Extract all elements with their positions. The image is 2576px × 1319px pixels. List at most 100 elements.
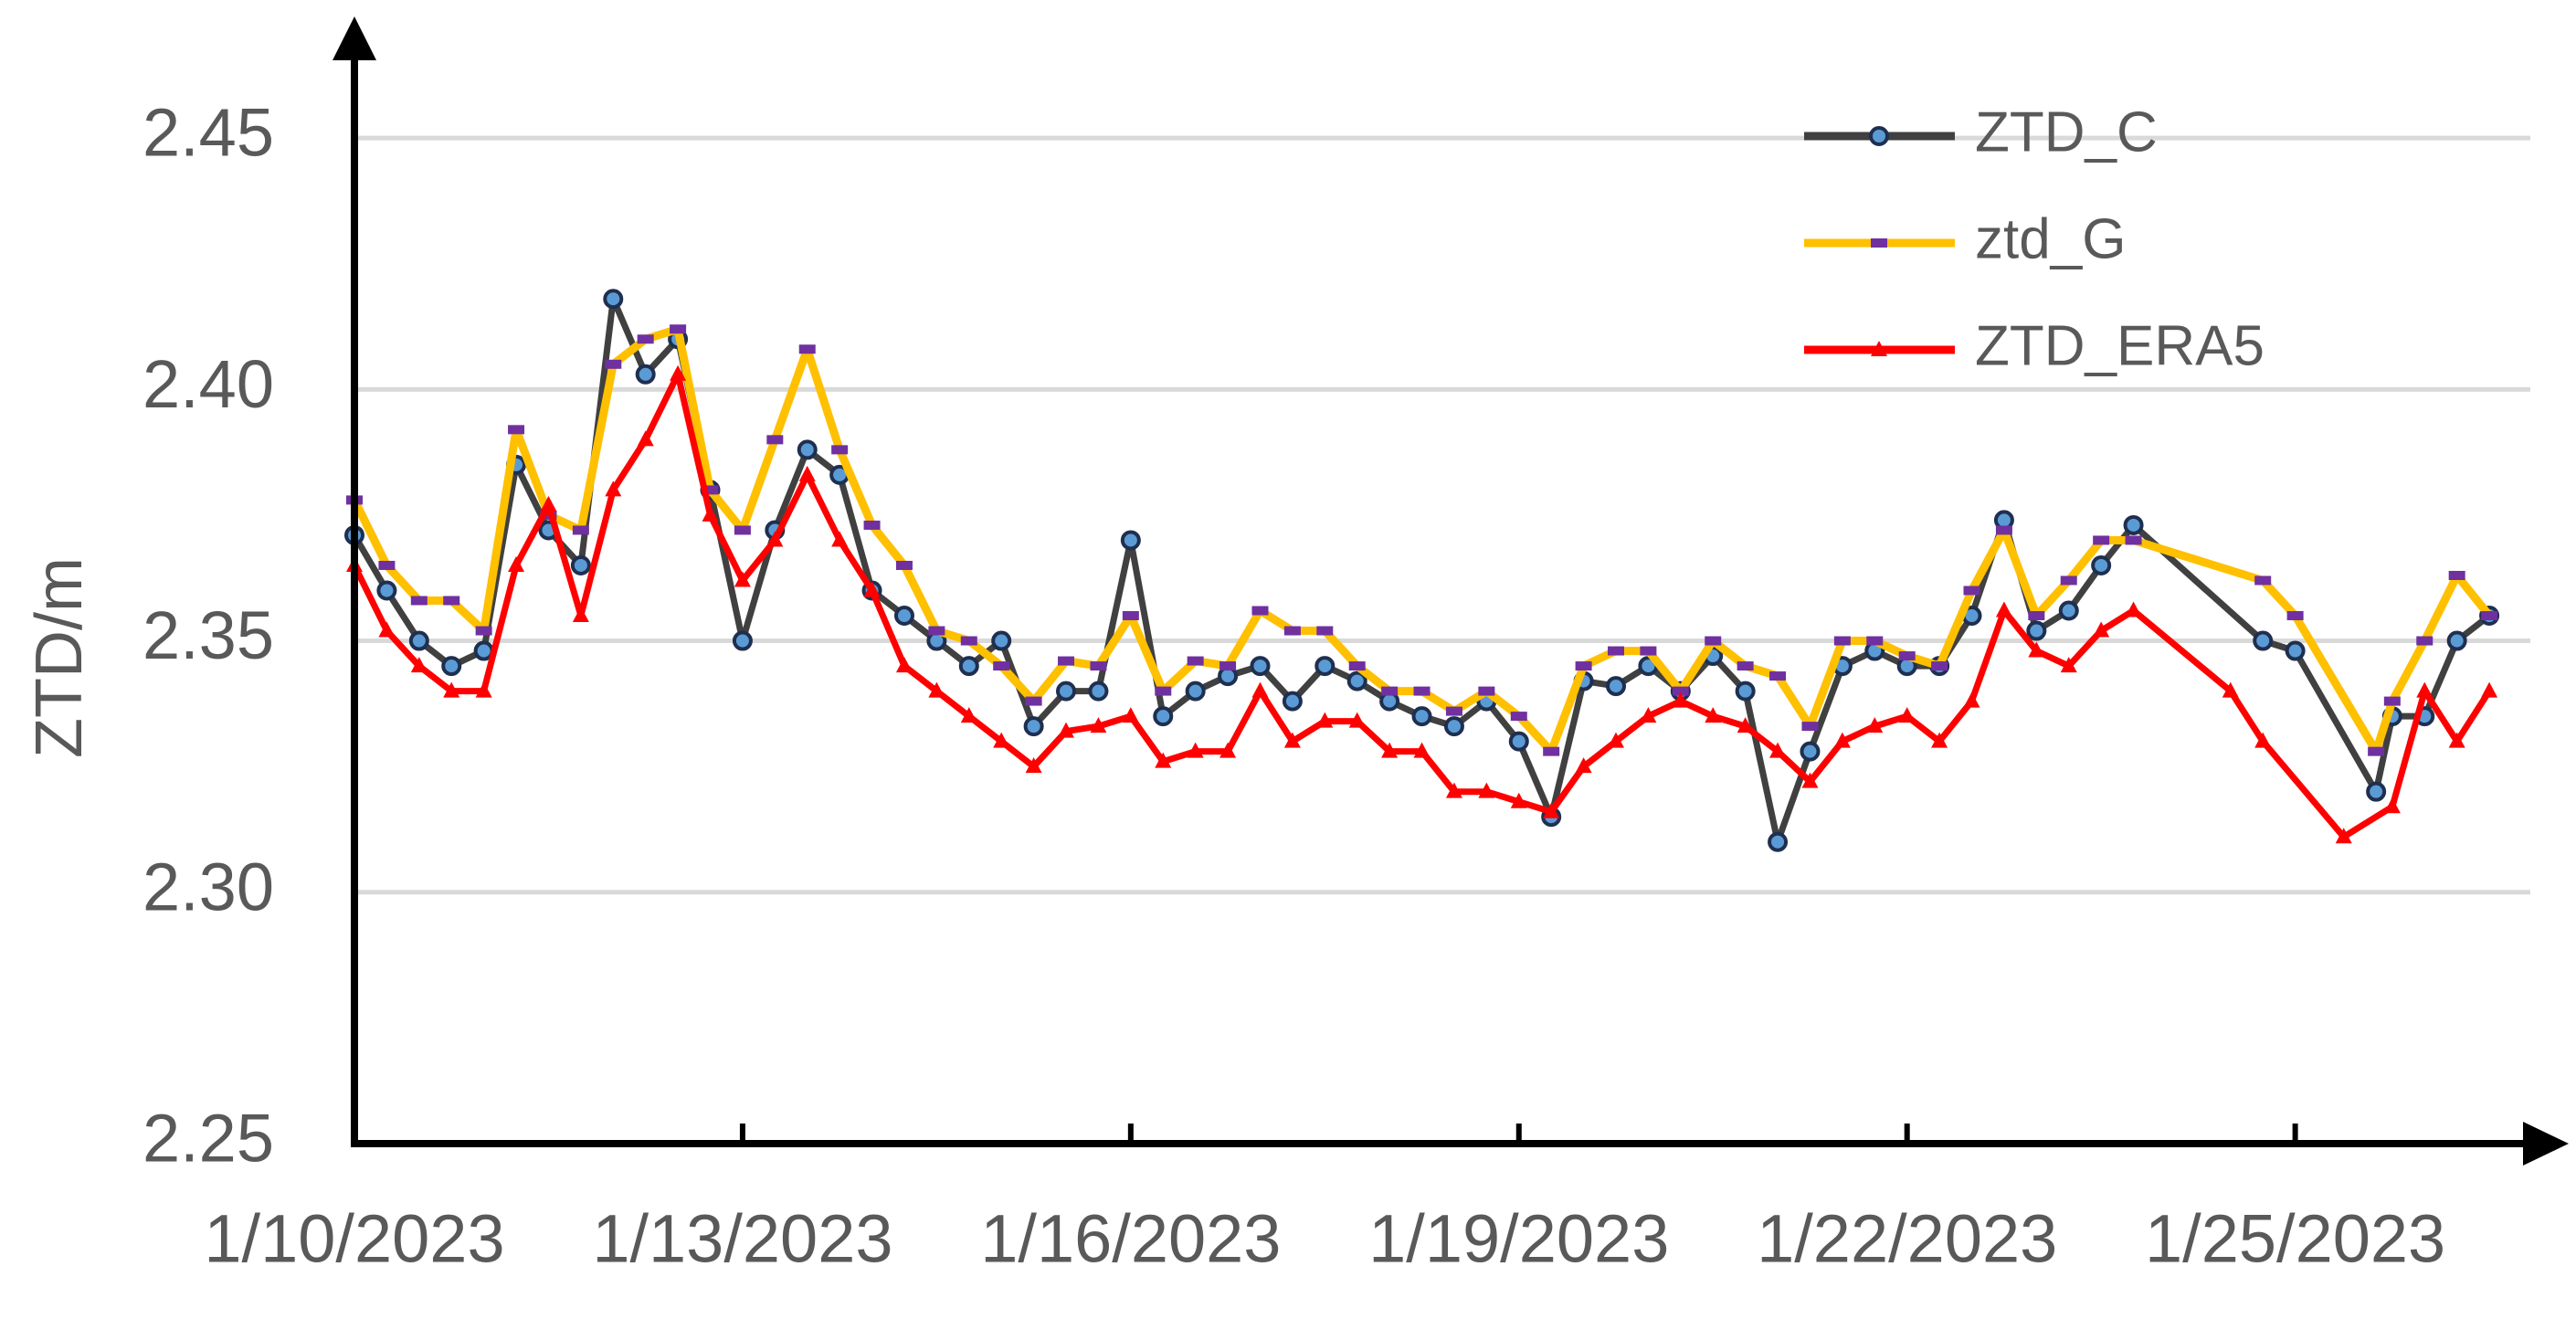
point: [734, 571, 751, 587]
axes: [333, 16, 2569, 1166]
point: [702, 505, 719, 522]
point: [1122, 611, 1139, 621]
point: [1090, 717, 1107, 733]
point: [2253, 630, 2274, 651]
point: [2481, 611, 2498, 621]
point: [1443, 716, 1464, 737]
point: [2254, 575, 2272, 586]
point: [670, 364, 687, 381]
point: [960, 707, 977, 723]
y-tick-label: 2.45: [143, 95, 274, 171]
point: [2093, 535, 2110, 545]
point: [376, 580, 397, 601]
legend-marker: [1869, 126, 1889, 146]
point: [605, 359, 622, 369]
point: [570, 554, 591, 575]
point: [702, 485, 719, 495]
point: [1187, 656, 1204, 666]
point: [410, 657, 428, 673]
point: [1316, 712, 1334, 728]
point: [508, 425, 525, 435]
y-tick-label: 2.30: [143, 849, 274, 924]
point: [1120, 530, 1141, 551]
legend-label: ZTD_C: [1975, 100, 2158, 164]
point: [1090, 661, 1107, 671]
point: [1185, 681, 1206, 702]
point: [2286, 611, 2304, 621]
point: [1510, 792, 1527, 808]
point: [1800, 741, 1821, 762]
point: [2060, 657, 2077, 673]
x-tick-label: 1/13/2023: [592, 1201, 892, 1277]
point: [2058, 600, 2079, 621]
point: [928, 681, 945, 698]
point: [863, 581, 881, 597]
point: [766, 531, 784, 547]
y-axis-arrow: [333, 16, 376, 60]
point: [1282, 691, 1303, 712]
point: [1314, 656, 1336, 677]
legend-label: ZTD_ERA5: [1975, 314, 2265, 377]
point: [831, 531, 849, 547]
point: [1735, 681, 1756, 702]
point: [1931, 732, 1948, 748]
point: [1801, 772, 1819, 788]
point: [798, 465, 816, 481]
point: [1219, 742, 1237, 758]
point: [2416, 681, 2433, 698]
point: [1866, 717, 1884, 733]
ticks: 2.25 2.30 2.35 2.40 2.45 1/10/2023 1/13/2023 1/…: [143, 95, 2445, 1277]
point: [1866, 636, 1884, 646]
point: [2366, 781, 2387, 802]
point: [958, 656, 979, 677]
point: [1155, 686, 1172, 696]
point: [1606, 676, 1627, 697]
point: [1508, 731, 1529, 752]
point: [1543, 746, 1560, 756]
point: [2254, 732, 2272, 748]
point: [572, 607, 589, 623]
point: [637, 430, 654, 447]
point: [991, 630, 1012, 651]
point: [1769, 742, 1787, 758]
point: [1025, 757, 1042, 774]
legend-label: ztd_G: [1975, 207, 2126, 270]
point: [540, 495, 557, 512]
point: [1737, 661, 1754, 671]
x-axis-arrow: [2523, 1122, 2569, 1166]
point: [1413, 742, 1431, 758]
point: [2125, 601, 2142, 617]
point: [1058, 656, 1075, 666]
point: [863, 520, 881, 530]
point: [1963, 586, 1980, 596]
point: [1153, 706, 1174, 727]
point: [1995, 601, 2012, 617]
x-tick-label: 1/10/2023: [204, 1201, 504, 1277]
point: [1122, 707, 1139, 723]
point: [1348, 712, 1366, 728]
point: [2448, 570, 2465, 580]
point: [635, 364, 656, 385]
point: [378, 621, 396, 638]
point: [1058, 722, 1075, 738]
point: [2448, 732, 2465, 748]
point: [732, 630, 753, 651]
point: [443, 681, 460, 698]
point: [2125, 535, 2142, 545]
point: [443, 596, 460, 606]
plot-area: [344, 289, 2500, 852]
point: [1543, 802, 1560, 818]
x-tick-label: 1/19/2023: [1368, 1201, 1669, 1277]
point: [928, 626, 945, 636]
point: [1737, 717, 1754, 733]
point: [1931, 661, 1948, 671]
point: [1833, 732, 1851, 748]
point: [1316, 626, 1334, 636]
point: [410, 596, 428, 606]
point: [1575, 757, 1592, 774]
y-tick-label: 2.35: [143, 597, 274, 673]
point: [993, 661, 1010, 671]
point: [1801, 722, 1819, 732]
point: [2028, 641, 2045, 658]
point: [2060, 575, 2077, 586]
